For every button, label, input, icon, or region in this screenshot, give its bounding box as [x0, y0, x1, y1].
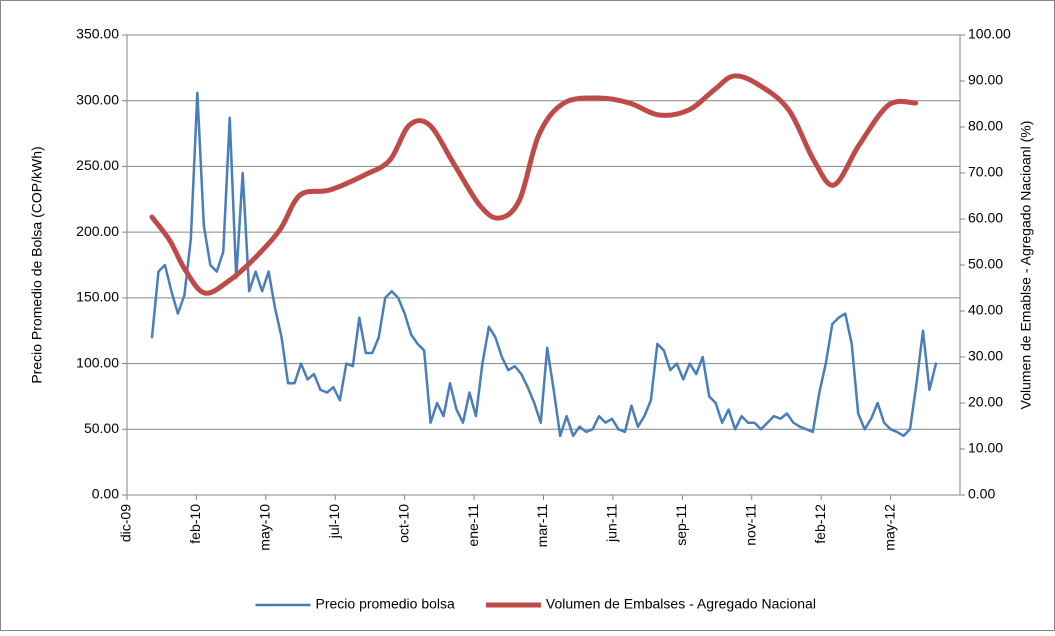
x-tick-label: sep-11 — [673, 504, 689, 546]
y2-tick-label: 90.00 — [968, 72, 1003, 88]
y2-tick-label: 20.00 — [968, 394, 1003, 410]
x-tick-label: nov-11 — [742, 504, 758, 546]
y2-tick-label: 10.00 — [968, 440, 1003, 456]
legend-label: Volumen de Embalses - Agregado Nacional — [546, 596, 816, 612]
y2-tick-label: 40.00 — [968, 302, 1003, 318]
y-tick-label: 0.00 — [92, 486, 119, 502]
y2-tick-label: 0.00 — [968, 486, 995, 502]
y2-tick-label: 80.00 — [968, 118, 1003, 134]
y-axis-title: Precio Promedio de Bolsa (COP/kWh) — [29, 146, 45, 383]
y2-tick-label: 30.00 — [968, 348, 1003, 364]
y2-axis-title: Volumen de Emablse - Agregado Nacioanl (… — [1018, 121, 1034, 410]
y-tick-label: 300.00 — [76, 91, 119, 107]
x-tick-label: feb-12 — [812, 504, 828, 544]
y2-tick-label: 100.00 — [968, 26, 1011, 42]
series-line — [149, 73, 919, 296]
x-tick-label: mar-11 — [534, 504, 550, 548]
x-tick-label: may-10 — [257, 504, 273, 551]
series-line — [150, 91, 938, 438]
x-tick-label: ene-11 — [465, 504, 481, 547]
legend-label: Precio promedio bolsa — [316, 596, 456, 612]
y2-tick-label: 50.00 — [968, 256, 1003, 272]
x-tick-label: may-12 — [881, 504, 897, 551]
y2-tick-label: 60.00 — [968, 210, 1003, 226]
y-tick-label: 50.00 — [84, 420, 119, 436]
y-tick-label: 200.00 — [76, 223, 119, 239]
x-tick-label: dic-09 — [118, 504, 134, 542]
y-tick-label: 150.00 — [76, 289, 119, 305]
x-tick-label: jun-11 — [604, 504, 620, 543]
y-tick-label: 250.00 — [76, 157, 119, 173]
y-tick-label: 100.00 — [76, 354, 119, 370]
x-tick-label: feb-10 — [187, 504, 203, 544]
y-tick-label: 350.00 — [76, 26, 119, 42]
x-tick-label: oct-10 — [395, 504, 411, 543]
y2-tick-label: 70.00 — [968, 164, 1003, 180]
x-tick-label: jul-10 — [326, 504, 342, 539]
